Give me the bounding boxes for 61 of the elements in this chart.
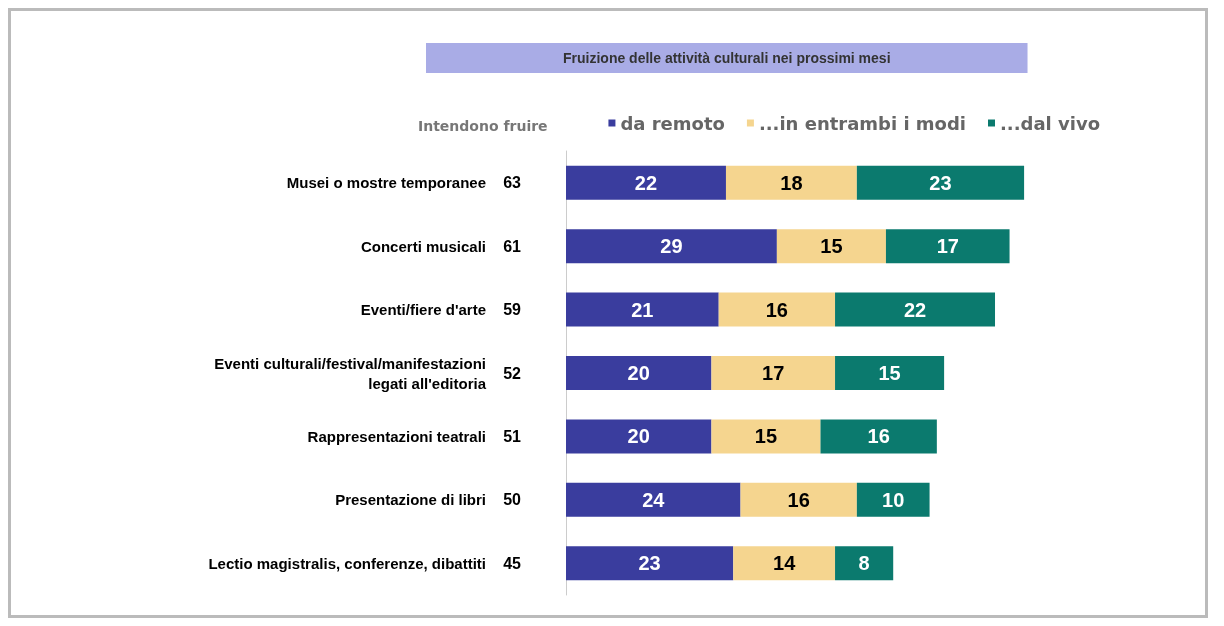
bar [733, 546, 836, 581]
data-label: 23 [638, 552, 661, 575]
data-label: 22 [634, 171, 658, 194]
y-tick-label: Lectio magistralis, conferenze, dibattiti [208, 554, 486, 572]
bar [711, 419, 821, 454]
bar [566, 482, 741, 517]
bar [835, 546, 894, 581]
total-label: 51 [503, 427, 522, 445]
bar [725, 165, 857, 200]
data-label: 8 [858, 552, 870, 575]
total-label: 45 [503, 554, 522, 572]
bar [835, 356, 945, 390]
bar [835, 292, 996, 327]
bar [566, 229, 777, 264]
bar [856, 165, 1025, 200]
data-label: 20 [627, 362, 650, 384]
data-label: 22 [903, 298, 927, 321]
total-label: 50 [503, 491, 522, 509]
data-label: 16 [787, 488, 810, 511]
total-label: 61 [503, 237, 522, 255]
y-tick-label: Musei o mostre temporanee [286, 174, 486, 192]
data-label: 15 [878, 362, 901, 384]
chart-title: Fruizione delle attività culturali nei prossimi mesi [563, 50, 891, 66]
legend-label: ...in entrambi i modi [758, 112, 967, 134]
data-label: 16 [765, 298, 788, 321]
y-tick-label: Presentazione di libri [335, 491, 486, 509]
data-label: 16 [867, 425, 890, 448]
data-label: 24 [642, 488, 666, 511]
bar [566, 292, 719, 327]
bar [885, 229, 1010, 264]
legend-label: da remoto [620, 112, 725, 134]
total-label: 52 [503, 364, 522, 382]
data-label: 17 [762, 362, 785, 384]
total-label: 59 [503, 301, 522, 319]
data-label: 23 [929, 171, 952, 194]
y-tick-label: Eventi/fiere d'arte [360, 301, 486, 319]
bar [740, 482, 857, 517]
bar [566, 356, 712, 390]
data-label: 29 [660, 235, 683, 258]
data-label: 10 [882, 488, 905, 511]
bar [566, 419, 712, 454]
legend-title: Intendono fruire [418, 118, 548, 134]
y-tick-label: Concerti musicali [360, 237, 486, 255]
y-tick-label: Eventi culturali/festival/manifestazioni legati all'editoria [214, 354, 487, 392]
bar [711, 356, 836, 390]
bar [566, 546, 734, 581]
y-tick-label: Rappresentazioni teatrali [307, 427, 486, 445]
data-label: 20 [627, 425, 650, 448]
bar [856, 482, 930, 517]
bar [776, 229, 886, 264]
data-label: 18 [780, 171, 803, 194]
data-label: 15 [754, 425, 778, 448]
bar [820, 419, 937, 454]
total-label: 63 [503, 174, 522, 192]
data-label: 17 [936, 235, 959, 258]
data-label: 14 [773, 552, 797, 575]
data-label: 15 [820, 235, 843, 258]
data-label: 21 [631, 298, 654, 321]
bar [718, 292, 836, 327]
bar [566, 165, 726, 200]
legend-label: ...dal vivo [1000, 112, 1100, 134]
